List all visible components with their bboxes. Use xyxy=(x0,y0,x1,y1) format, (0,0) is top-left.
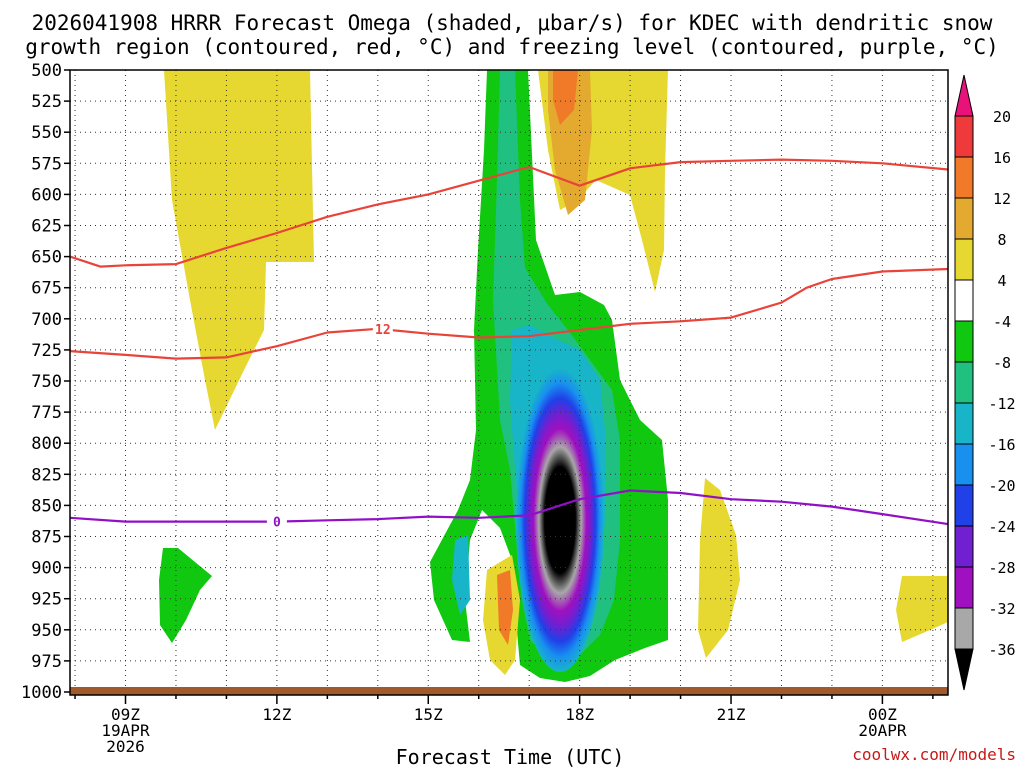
chart-title-line1: 2026041908 HRRR Forecast Omega (shaded, … xyxy=(32,11,993,35)
colorbar-swatch xyxy=(954,156,974,199)
grid xyxy=(70,69,948,695)
colorbar-label: -28 xyxy=(988,559,1015,577)
y-tick-label: 550 xyxy=(31,123,62,143)
y-tick-label: 500 xyxy=(31,61,62,81)
colorbar: 20 16 12 8 4 -4 -8 -12 -16 -20 -24 -28 -32 -36 xyxy=(954,74,1016,691)
colorbar-swatch xyxy=(954,74,974,117)
isotherm-label-bg xyxy=(266,513,287,529)
colorbar-label: 8 xyxy=(997,231,1006,249)
y-tick-label: 650 xyxy=(31,248,62,268)
omega-region-upper-subsidence-orange xyxy=(553,70,578,125)
isotherm-line-2 xyxy=(69,489,949,526)
ground-strip xyxy=(70,687,948,695)
x-tick-date: 19APR xyxy=(101,721,150,740)
colorbar-swatch xyxy=(954,402,974,445)
colorbar-label: 16 xyxy=(993,149,1011,167)
colorbar-swatch xyxy=(954,197,974,240)
y-tick-label: 675 xyxy=(31,279,62,299)
y-tick-label: 575 xyxy=(31,154,62,174)
omega-region-low-subsidence-orange xyxy=(497,570,513,645)
y-tick-label: 925 xyxy=(31,590,62,610)
x-tick-year: 2026 xyxy=(106,737,145,756)
omega-shading xyxy=(159,70,948,682)
x-tick-label: 21Z xyxy=(717,705,746,724)
isotherm-label: 0 xyxy=(273,516,281,531)
y-tick-label: 875 xyxy=(31,528,62,548)
isotherm-label-bg xyxy=(372,321,393,337)
colorbar-swatch xyxy=(954,115,974,158)
omega-region-cyan-low xyxy=(452,535,470,615)
colorbar-label: -20 xyxy=(988,477,1015,495)
y-tick-label: 1000 xyxy=(21,683,62,703)
colorbar-swatch xyxy=(954,320,974,363)
colorbar-swatch xyxy=(954,525,974,568)
colorbar-label: -16 xyxy=(988,436,1015,454)
y-tick-label: 900 xyxy=(31,559,62,579)
colorbar-label: 4 xyxy=(997,272,1006,290)
y-tick-label: 625 xyxy=(31,217,62,237)
x-tick-label: 15Z xyxy=(414,705,443,724)
x-tick-label: 18Z xyxy=(565,705,594,724)
colorbar-swatch xyxy=(954,279,974,322)
plot-frame xyxy=(69,69,949,696)
omega-region-low-subsidence-east xyxy=(698,478,740,658)
colorbar-label: 20 xyxy=(993,108,1011,126)
x-tick-date: 20APR xyxy=(858,721,907,740)
chart-title-line2: growth region (contoured, red, °C) and f… xyxy=(25,35,999,59)
isotherm-layer: 12 0 xyxy=(69,158,949,531)
colorbar-swatch xyxy=(954,607,974,650)
y-tick-label: 950 xyxy=(31,621,62,641)
isotherm-line-0 xyxy=(69,158,949,268)
y-tick-label: 825 xyxy=(31,465,62,485)
colorbar-swatch xyxy=(954,443,974,486)
y-tick-label: 750 xyxy=(31,372,62,392)
y-tick-label: 700 xyxy=(31,310,62,330)
omega-region-lower-updraft-cell xyxy=(159,548,212,643)
colorbar-label: -4 xyxy=(993,313,1011,331)
y-tick-label: 850 xyxy=(31,496,62,516)
colorbar-swatch xyxy=(954,648,974,691)
omega-region-updraft-core xyxy=(516,368,604,672)
credit-text: coolwx.com/models xyxy=(852,745,1016,764)
y-tick-label: 775 xyxy=(31,403,62,423)
colorbar-swatch xyxy=(954,484,974,527)
x-tick-label: 00Z xyxy=(868,705,897,724)
omega-region-low-subsidence-far-east xyxy=(896,576,948,642)
y-tick-label: 525 xyxy=(31,92,62,112)
y-tick-label: 975 xyxy=(31,652,62,672)
colorbar-swatch xyxy=(954,566,974,609)
colorbar-label: -36 xyxy=(988,641,1015,659)
colorbar-label: 12 xyxy=(993,190,1011,208)
x-tick-label: 09Z xyxy=(111,705,140,724)
x-axis-label: Forecast Time (UTC) xyxy=(396,745,625,768)
isotherm-line-1 xyxy=(69,267,949,360)
colorbar-swatch xyxy=(954,361,974,404)
y-tick-label: 600 xyxy=(31,185,62,205)
colorbar-swatch xyxy=(954,238,974,281)
y-tick-label: 725 xyxy=(31,341,62,361)
isotherm-label: 12 xyxy=(375,323,391,338)
colorbar-label: -12 xyxy=(988,395,1015,413)
y-axis: 500 525 550 575 600 625 650 675 700 725 750 775 800 8… xyxy=(21,61,70,703)
colorbar-label: -8 xyxy=(993,354,1011,372)
colorbar-label: -32 xyxy=(988,600,1015,618)
colorbar-label: -24 xyxy=(988,518,1015,536)
x-tick-label: 12Z xyxy=(262,705,291,724)
y-tick-label: 800 xyxy=(31,434,62,454)
